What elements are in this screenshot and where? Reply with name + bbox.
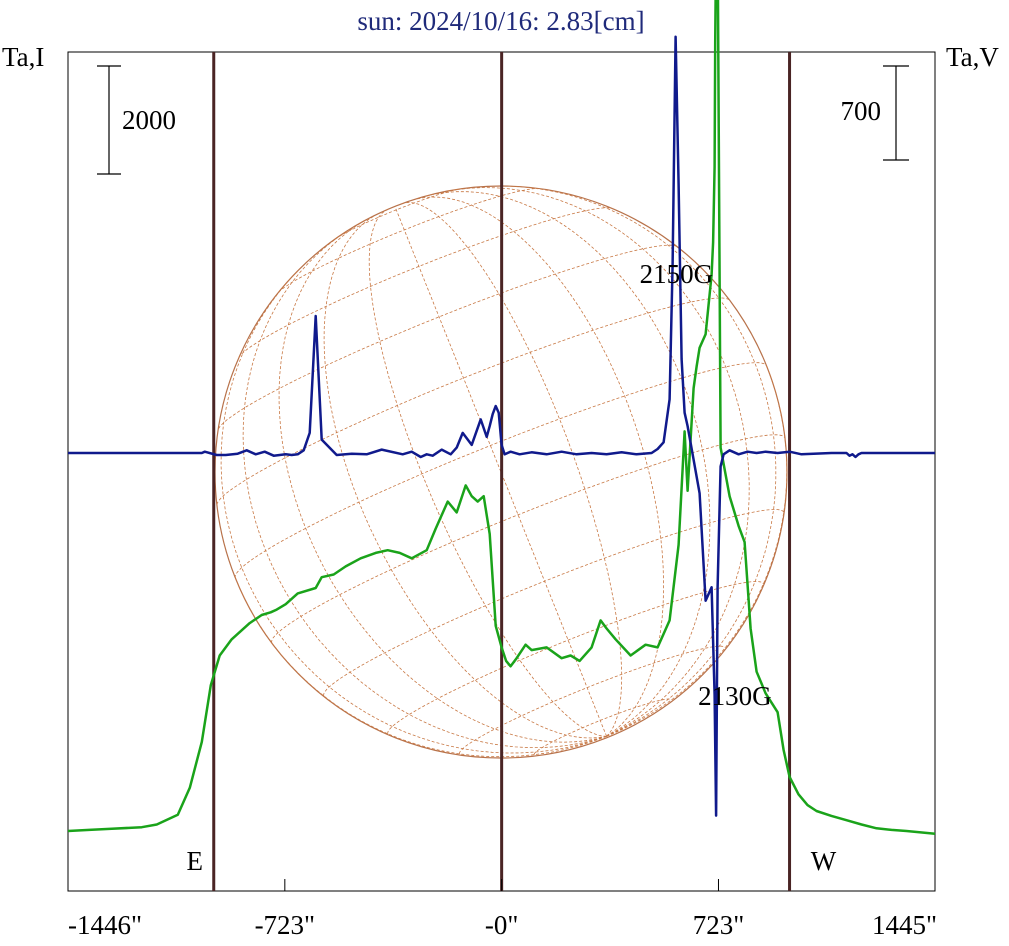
x-tick-label: -1446" (68, 910, 142, 940)
grid-meridian (368, 209, 607, 737)
grid-meridian (444, 187, 750, 737)
grid-meridian (424, 191, 711, 737)
polarization-scale-label: 700 (841, 96, 882, 126)
west-limb-label: W (811, 846, 837, 876)
grid-meridian (220, 269, 607, 754)
grid-parallel (387, 581, 764, 734)
intensity-scale-label: 2000 (122, 105, 176, 135)
intensity-series-line (67, 0, 936, 835)
x-tick-label: 723" (693, 910, 745, 940)
polarization-series-line (68, 35, 935, 817)
heliographic-grid (216, 185, 788, 758)
annotation-2130g: 2130G (698, 681, 772, 711)
grid-parallel (238, 207, 613, 359)
grid-meridian (242, 229, 607, 748)
polarization-scale-bar (883, 65, 909, 161)
chart-title: sun: 2024/10/16: 2.83[cm] (357, 6, 644, 36)
intensity-scale-bar (97, 65, 121, 175)
annotation-2150g: 2150G (640, 259, 714, 289)
grid-meridian (507, 185, 777, 737)
x-tick-label: -0" (485, 910, 519, 940)
x-tick-label: 1445" (872, 910, 937, 940)
grid-meridian (402, 202, 623, 737)
grid-parallel (218, 244, 677, 430)
east-limb-label: E (186, 846, 203, 876)
left-axis-label: Ta,I (2, 42, 44, 72)
right-axis-label: Ta,V (946, 42, 999, 72)
x-axis: -1446" -723" -0" 723" 1445" (67, 879, 937, 940)
x-tick-label: -723" (255, 910, 316, 940)
